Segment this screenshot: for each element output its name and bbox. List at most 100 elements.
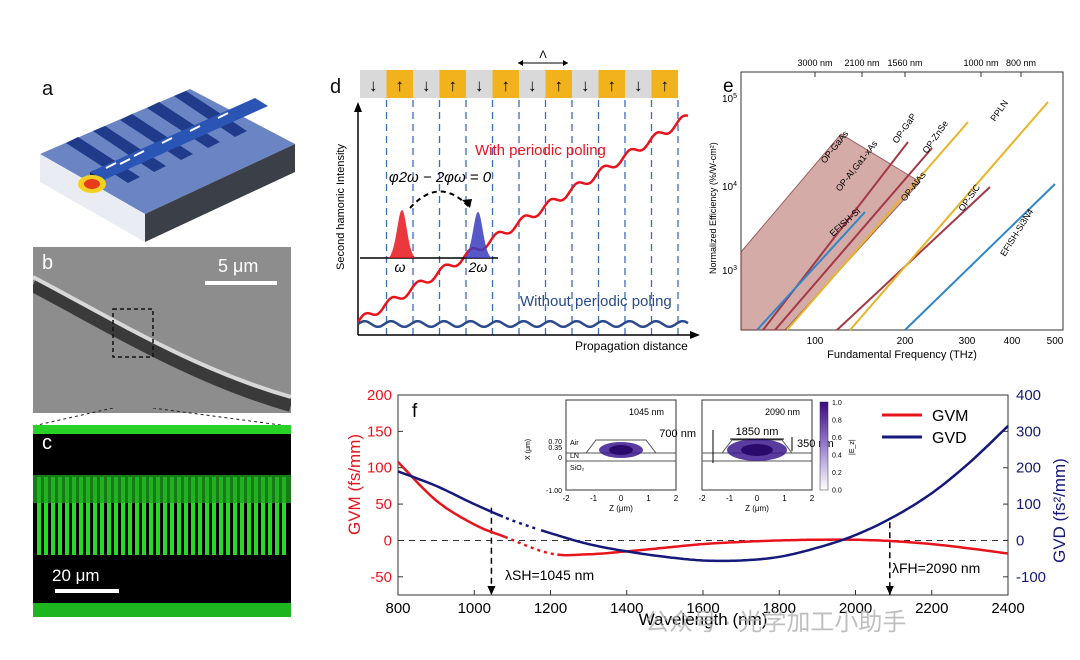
inset-y-tick: -1.00 [546,488,562,495]
inset-x-tick: 0 [619,494,624,503]
fringe [184,477,188,555]
colorbar-tick: 0.0 [832,488,842,495]
period-label: Λ [539,50,547,61]
e-y-tick: 103 [722,265,737,277]
fringe [79,477,83,555]
down-arrow-icon: ↓ [528,76,537,95]
panel-d-plot: ↓ ↑ ↓ ↑ ↓ ↑ ↓ ↑ ↓ ↑ ↓ ↑ Λ φ2ω − 2φω = 0 ω 2ω With p… [335,50,700,353]
layer-sio2: SiO₂ [570,465,585,472]
inset-y-tick: 0.70 [548,439,562,446]
domain-block [386,70,413,98]
inset-y-label: X (μm) [525,439,532,460]
f-y2-label: GVD (fs²/mm) [1050,458,1069,563]
e-x-tick: 300 [959,336,976,347]
domain-block [413,70,440,98]
fringe [51,477,55,555]
domain-block [572,70,599,98]
domain-block [598,70,625,98]
fringe [268,477,272,555]
f-y2-tick: 0 [1016,532,1024,549]
domain-block [439,70,466,98]
scale-bar-b [205,281,277,285]
fringe [212,477,216,555]
panel-label-a: a [42,78,54,100]
inset-x-tick: 2 [810,494,815,503]
fringe [100,477,104,555]
domain-block [545,70,572,98]
mode-wavelength: 1045 nm [629,407,664,417]
domain-block [466,70,493,98]
inset-x-tick: -2 [698,494,706,503]
e-top-tick: 3000 nm [797,58,832,68]
material-label: PPLN [988,98,1010,123]
fringe [121,477,125,555]
poling-fringes [33,475,291,555]
series-gvd [397,470,504,518]
e-y-label: Normalized Efficiency (%/W-cm²) [708,142,718,274]
f-y2-tick: 300 [1016,423,1041,440]
fringe [163,477,167,555]
inset-x-tick: 1 [782,494,787,503]
e-top-tick: 1560 nm [887,58,922,68]
colorbar-tick: 0.4 [832,453,842,460]
ridge-outline [566,439,676,454]
inset-x-tick: 1 [646,494,651,503]
omega-pulse [388,210,416,258]
fringe [275,477,279,555]
up-arrow-icon: ↑ [502,76,511,95]
fringe [177,477,181,555]
colorbar-tick: 1.0 [832,400,842,407]
panel-label-d: d [330,76,342,98]
efficiency-line [756,211,866,331]
inset-x-label: Z (μm) [745,504,769,513]
fringe [233,477,237,555]
f-x-label: Wavelength (nm) [639,610,768,629]
e-y-tick: 104 [722,181,737,193]
fringe [135,477,139,555]
panel-label-f: f [412,401,418,422]
up-arrow-icon: ↑ [449,76,458,95]
inset-y-tick: 0 [558,455,562,462]
material-label: OP-ZnSe [920,119,950,155]
phase-condition: φ2ω − 2φω = 0 [389,169,492,186]
fringe [198,477,202,555]
efficiency-line [904,183,1056,331]
without-poling-label: Without periodic poling [520,293,672,310]
up-arrow-icon: ↑ [396,76,405,95]
e-top-tick: 800 nm [1006,58,1036,68]
fringe [65,477,69,555]
down-arrow-icon: ↓ [634,76,643,95]
without-poling-curve [357,319,689,329]
layer-air: Air [570,440,579,447]
fringe [191,477,195,555]
e-frame [740,71,1064,331]
legend-gvm: GVM [932,408,968,425]
fringe [37,477,41,555]
fringe [58,477,62,555]
inset-x-label: Z (μm) [609,504,633,513]
efficiency-line [774,147,933,331]
f-y-tick: -50 [370,569,392,586]
e-x-tick: 500 [1047,336,1064,347]
f-y2-tick: 200 [1016,460,1041,477]
fringe [86,477,90,555]
panel-label-c: c [42,432,52,454]
fringe-band [33,475,291,503]
fringe [219,477,223,555]
legend-gvd: GVD [932,430,967,447]
colorbar-tick: 0.6 [832,435,842,442]
sem-image [33,247,291,413]
up-arrow-icon: ↑ [555,76,564,95]
fringe [282,477,286,555]
inset-y-tick: 0.35 [548,445,562,452]
down-arrow-icon: ↓ [581,76,590,95]
efficiency-line [786,121,969,331]
mode-wavelength: 2090 nm [765,407,800,417]
f-y-tick: 100 [367,460,392,477]
fringe [240,477,244,555]
domain-block [651,70,678,98]
sh-annotation: λSH=1045 nm [505,567,594,583]
microscope-image [33,425,291,617]
domain-block [625,70,652,98]
e-x-tick: 100 [807,336,824,347]
